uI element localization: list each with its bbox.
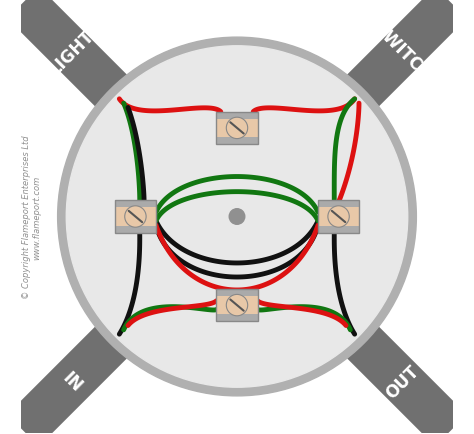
Text: LIGHT: LIGHT	[46, 26, 98, 79]
FancyBboxPatch shape	[115, 226, 156, 233]
Circle shape	[58, 38, 416, 396]
FancyBboxPatch shape	[217, 138, 257, 145]
Text: IN: IN	[58, 368, 85, 395]
Circle shape	[125, 206, 146, 228]
Text: SWITCH: SWITCH	[370, 20, 435, 85]
Polygon shape	[337, 0, 467, 117]
Circle shape	[226, 118, 248, 139]
Circle shape	[226, 295, 248, 316]
Polygon shape	[337, 317, 467, 434]
FancyBboxPatch shape	[318, 201, 359, 208]
Text: © Copyright Flameport Enterprises Ltd
www.flameport.com: © Copyright Flameport Enterprises Ltd ww…	[22, 135, 41, 299]
FancyBboxPatch shape	[217, 289, 257, 296]
FancyBboxPatch shape	[115, 208, 156, 226]
Polygon shape	[7, 0, 137, 117]
Circle shape	[229, 209, 245, 225]
Circle shape	[66, 47, 408, 387]
FancyBboxPatch shape	[115, 201, 156, 208]
Text: OUT: OUT	[382, 362, 422, 402]
FancyBboxPatch shape	[318, 226, 359, 233]
FancyBboxPatch shape	[217, 112, 257, 119]
Polygon shape	[7, 317, 137, 434]
FancyBboxPatch shape	[318, 208, 359, 226]
FancyBboxPatch shape	[217, 315, 257, 322]
FancyBboxPatch shape	[217, 119, 257, 138]
FancyBboxPatch shape	[217, 296, 257, 315]
Circle shape	[328, 206, 349, 228]
